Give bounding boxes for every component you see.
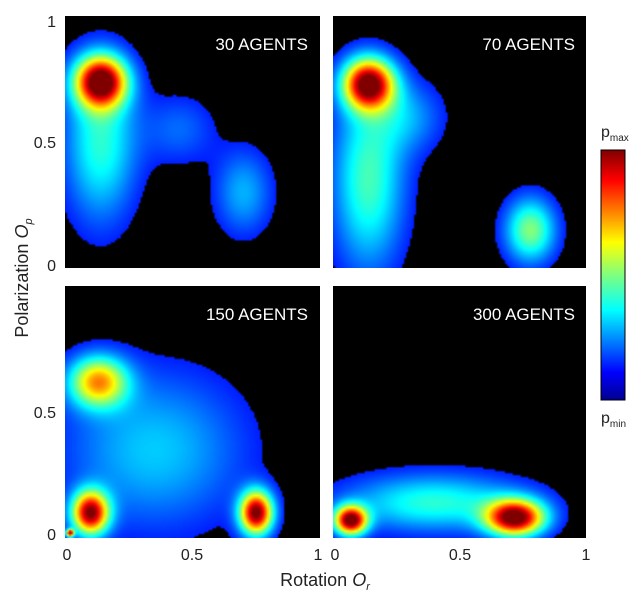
x-tick-right-1: 1 [582,547,591,564]
x-tick-left-0.5: 0.5 [181,547,203,564]
colorbar-max-label: pmax [601,124,629,144]
y-tick-bottom-0: 0 [47,527,56,544]
y-tick-bottom-0.5: 0.5 [34,405,56,422]
panel-3-density [65,286,320,538]
x-tick-right-0.5: 0.5 [449,547,471,564]
y-tick-top-0: 0 [47,258,56,275]
panel-2: 70 AGENTS [333,16,586,268]
panel-4: 300 AGENTS [333,286,586,538]
y-tick-top-0.5: 0.5 [34,135,56,152]
colorbar: pmax pmin [600,124,629,430]
panel-2-density [333,16,586,268]
panel-1-density [65,16,320,268]
x-tick-left-1: 1 [314,547,323,564]
panel-3-label: 150 AGENTS [206,305,308,324]
x-axis-label: Rotation Or [280,570,371,593]
panel-1-label: 30 AGENTS [215,35,308,54]
panel-2-label: 70 AGENTS [482,35,575,54]
panel-1: 30 AGENTS [65,16,320,268]
x-tick-right-0: 0 [331,547,340,564]
panel-3: 150 AGENTS [65,286,320,538]
y-axis-label: Polarization Op [12,218,35,337]
y-tick-top-1: 1 [47,14,56,31]
panel-4-density [333,286,586,538]
colorbar-gradient [600,149,626,401]
panel-4-label: 300 AGENTS [473,305,575,324]
colorbar-min-label: pmin [601,410,626,430]
x-tick-left-0: 0 [63,547,72,564]
